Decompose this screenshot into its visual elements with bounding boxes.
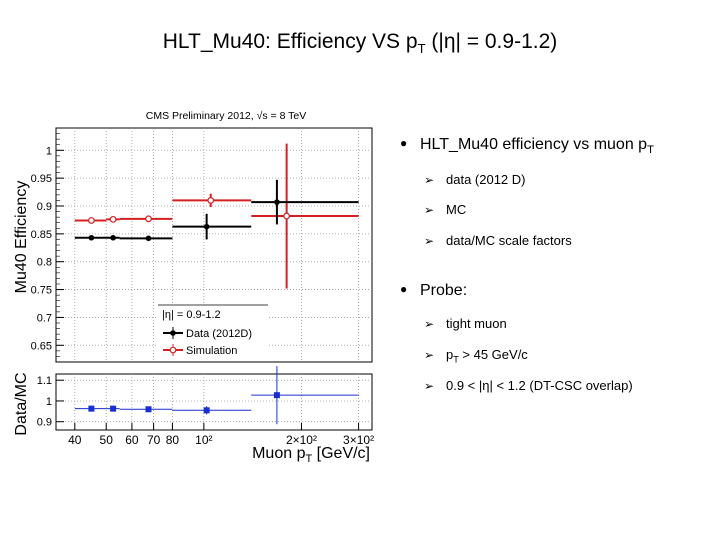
x-tick-label: 60 xyxy=(125,433,139,447)
x-tick-label: 10² xyxy=(195,433,212,447)
y-tick-label: 1 xyxy=(46,145,52,157)
bullet-efficiency-sub: T xyxy=(647,144,654,157)
mc-point xyxy=(145,215,152,223)
x-tick-label: 3×10² xyxy=(343,433,374,447)
y-tick-label: 0.8 xyxy=(37,257,52,269)
x-tick-label: 80 xyxy=(166,433,180,447)
slide-title-prefix: HLT_Mu40: Efficiency VS p xyxy=(162,30,418,53)
ratio-point xyxy=(88,405,95,412)
bullet-dot-icon: ● xyxy=(400,136,408,150)
bullet-probe-text: Probe: xyxy=(420,282,468,299)
arrow-bullet-icon: ➢ xyxy=(424,203,435,217)
ratio-point xyxy=(273,392,280,399)
mc-point xyxy=(283,212,291,220)
chart-header: CMS Preliminary 2012, √s = 8 TeV xyxy=(146,110,307,122)
sub-bullet-pt-prefix: p xyxy=(446,347,454,362)
sub-bullet-tight-muon: ➢ tight muon xyxy=(424,316,507,331)
arrow-bullet-icon: ➢ xyxy=(424,348,435,362)
x-axis-label: Muon pT [GeV/c] xyxy=(252,445,370,465)
ratio-y-tick-label: 0.9 xyxy=(37,417,52,429)
slide-title-suffix: (|η| = 0.9-1.2) xyxy=(425,30,558,53)
y-tick-label: 0.85 xyxy=(31,229,52,241)
legend-mc-label: Simulation xyxy=(186,345,237,357)
sub-bullet-data: ➢ data (2012 D) xyxy=(424,172,526,187)
slide-title-sub: T xyxy=(417,41,426,57)
legend-data-marker xyxy=(170,330,176,336)
sub-bullet-pt-cut: ➢ pT > 45 GeV/c xyxy=(424,347,528,365)
y-tick-label: 0.65 xyxy=(31,340,52,352)
ratio-point xyxy=(145,406,152,413)
bullet-dot-icon: ● xyxy=(400,282,408,296)
arrow-bullet-icon: ➢ xyxy=(424,317,435,331)
mc-point xyxy=(109,215,117,223)
sub-bullet-mc: ➢ MC xyxy=(424,202,466,217)
ratio-plot-frame xyxy=(55,373,373,431)
sub-bullet-scale-factors-text: data/MC scale factors xyxy=(446,233,572,248)
data-point xyxy=(203,223,210,230)
ratio-y-axis-label: Data/MC xyxy=(13,372,30,435)
x-tick-label: 50 xyxy=(100,433,114,447)
mc-point xyxy=(87,217,95,224)
arrow-bullet-icon: ➢ xyxy=(424,234,435,248)
arrow-bullet-icon: ➢ xyxy=(424,173,435,187)
x-tick-label: 40 xyxy=(68,433,82,447)
ratio-y-tick-label: 1.1 xyxy=(37,375,52,387)
bullet-efficiency: ● HLT_Mu40 efficiency vs muon pT xyxy=(400,136,654,156)
ratio-point xyxy=(203,407,210,414)
y-tick-label: 0.75 xyxy=(31,285,52,297)
arrow-bullet-icon: ➢ xyxy=(424,379,435,393)
legend-title: |η| = 0.9-1.2 xyxy=(162,309,221,321)
sub-bullet-eta-text: 0.9 < |η| < 1.2 (DT-CSC overlap) xyxy=(446,378,633,393)
x-tick-label: 70 xyxy=(147,433,161,447)
legend-data-label: Data (2012D) xyxy=(186,328,252,340)
sub-bullet-data-text: data (2012 D) xyxy=(446,172,526,187)
bullet-efficiency-text: HLT_Mu40 efficiency vs muon p xyxy=(420,136,648,153)
y-axis-label: Mu40 Efficiency xyxy=(13,181,30,294)
efficiency-chart: 40 50 60 70 80 10² 2×10² 3×10² 0.65 0.7 0.75 0.8 0.8… xyxy=(13,110,374,465)
x-tick-label: 2×10² xyxy=(286,433,317,447)
y-tick-label: 0.95 xyxy=(31,173,52,185)
legend-mc-marker xyxy=(169,346,177,354)
data-point xyxy=(274,199,280,205)
sub-bullet-scale-factors: ➢ data/MC scale factors xyxy=(424,233,572,248)
ratio-point xyxy=(110,405,117,412)
data-point xyxy=(88,234,95,241)
data-point xyxy=(110,234,116,241)
sub-bullet-tight-muon-text: tight muon xyxy=(446,316,507,331)
sub-bullet-pt-sub: T xyxy=(453,354,459,365)
sub-bullet-eta-range: ➢ 0.9 < |η| < 1.2 (DT-CSC overlap) xyxy=(424,378,633,393)
data-point xyxy=(145,235,152,242)
sub-bullet-mc-text: MC xyxy=(446,202,467,217)
mc-point xyxy=(207,197,215,204)
y-tick-label: 0.9 xyxy=(37,201,52,213)
bullet-probe: ● Probe: xyxy=(400,282,467,300)
ratio-y-tick-label: 1 xyxy=(46,396,52,408)
slide-title: HLT_Mu40: Efficiency VS pT (|η| = 0.9-1.… xyxy=(0,30,720,56)
sub-bullet-pt-suffix: > 45 GeV/c xyxy=(458,347,528,362)
y-tick-label: 0.7 xyxy=(37,312,52,324)
